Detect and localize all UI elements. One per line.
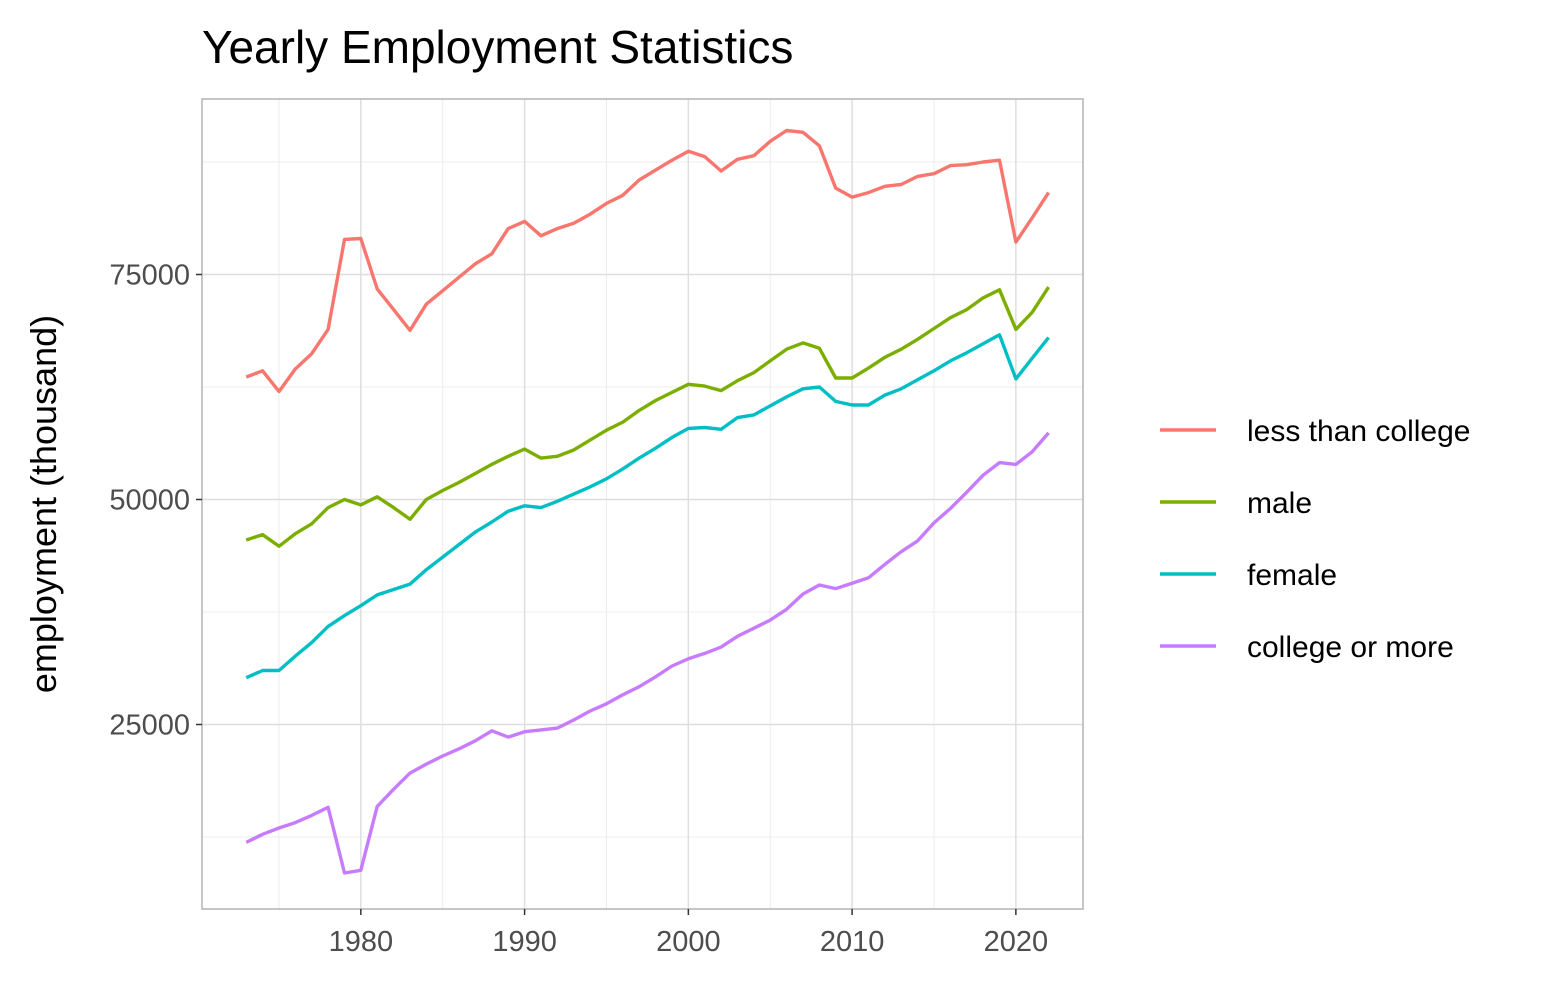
legend-label: college or more xyxy=(1247,631,1454,664)
x-tick-label: 1990 xyxy=(492,926,557,958)
legend-label: less than college xyxy=(1247,415,1470,448)
legend: less than college male female college or mo… xyxy=(1160,415,1470,664)
legend-item: female xyxy=(1160,559,1337,592)
series-line-college-or-more xyxy=(245,431,1050,875)
legend-label: male xyxy=(1247,487,1312,520)
plot-panel xyxy=(201,98,1084,910)
grid-lines xyxy=(202,99,1083,909)
legend-item: college or more xyxy=(1160,631,1454,664)
x-tick-label: 2000 xyxy=(656,926,721,958)
series-lines xyxy=(245,128,1051,875)
legend-label: female xyxy=(1247,559,1337,592)
y-tick-label: 25000 xyxy=(109,710,190,742)
x-tick-labels: 1980 1990 2000 2010 2020 xyxy=(329,909,1049,958)
y-tick-labels: 25000 50000 75000 xyxy=(109,260,202,742)
x-tick-label: 2020 xyxy=(984,926,1049,958)
series-line-female xyxy=(245,333,1050,680)
x-tick-label: 2010 xyxy=(820,926,885,958)
chart-title: Yearly Employment Statistics xyxy=(202,21,793,73)
y-axis-title: employment (thousand) xyxy=(23,315,64,693)
series-line-less-than-college xyxy=(245,128,1051,394)
legend-item: male xyxy=(1160,487,1312,520)
series-line-male xyxy=(245,286,1051,548)
x-tick-label: 1980 xyxy=(329,926,394,958)
y-tick-label: 75000 xyxy=(109,260,190,292)
y-tick-label: 50000 xyxy=(109,485,190,517)
legend-item: less than college xyxy=(1160,415,1470,448)
